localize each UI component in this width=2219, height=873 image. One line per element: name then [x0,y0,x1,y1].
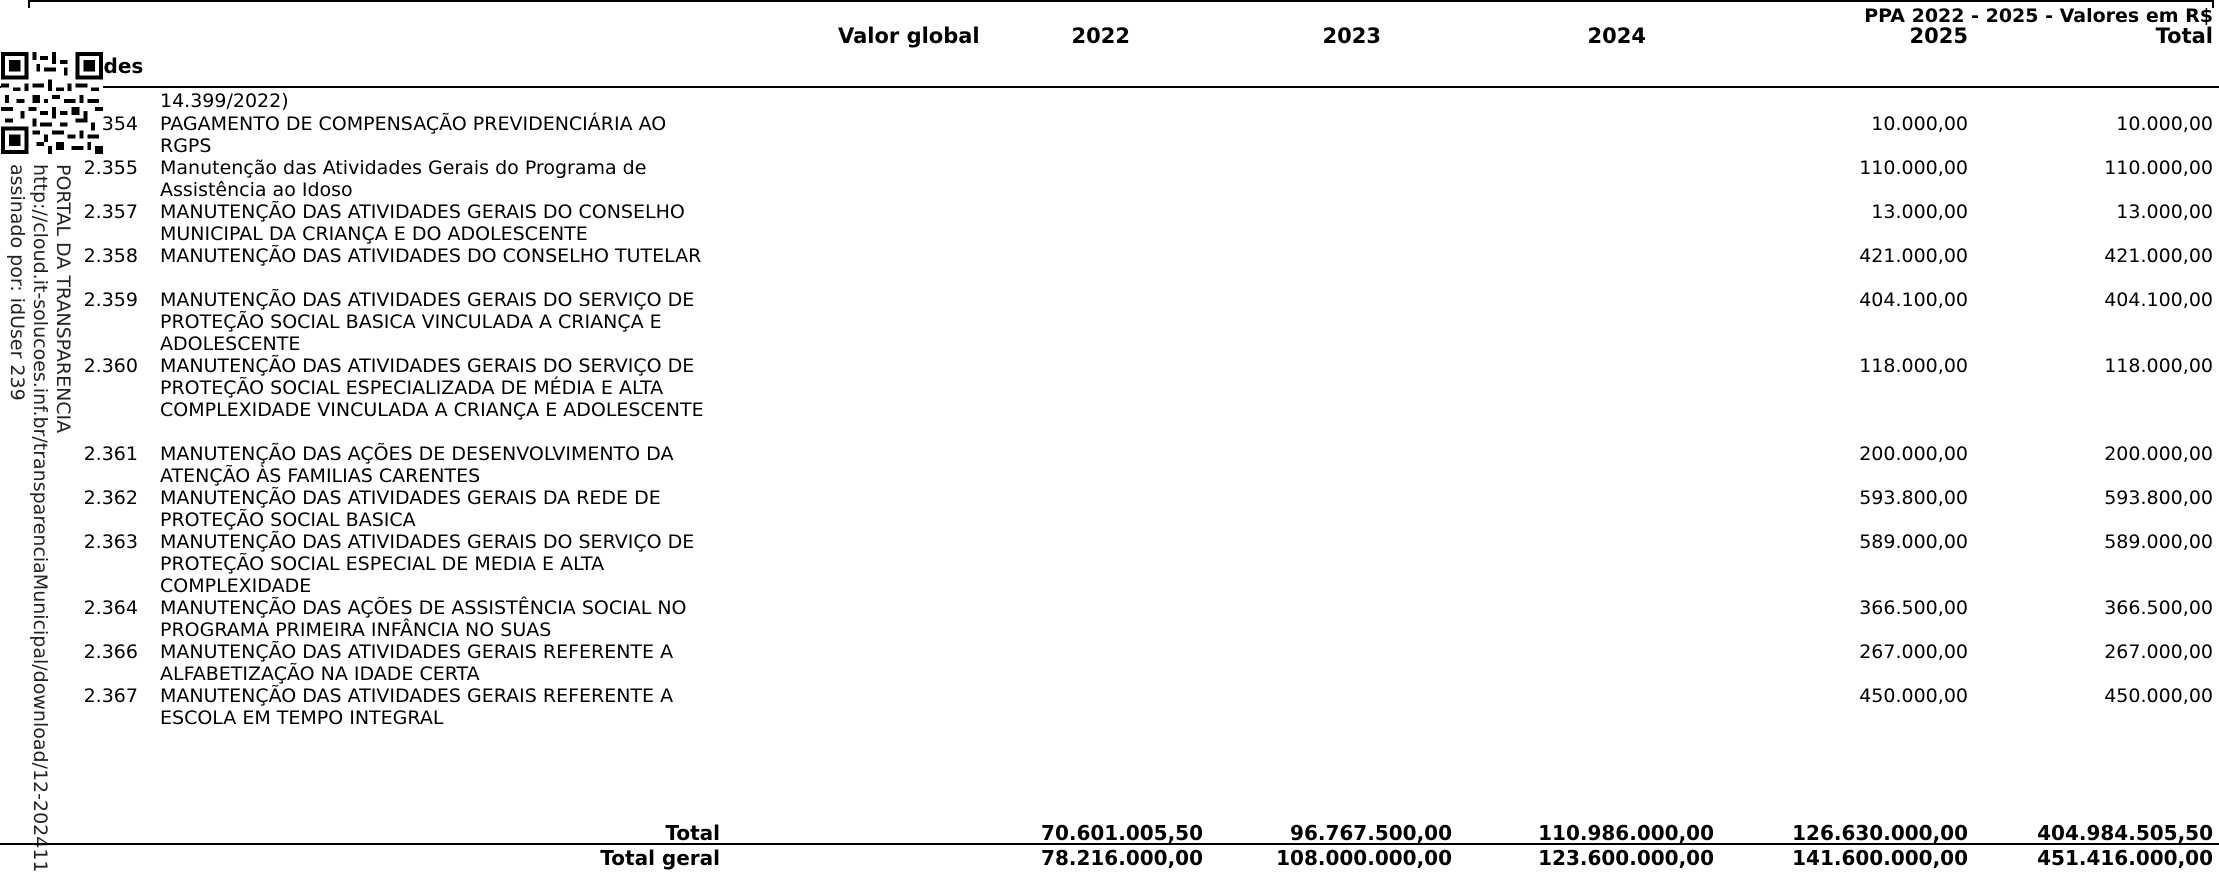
value-total: 110.000,00 [2104,157,2213,179]
action-code: 2.358 [83,245,138,267]
total-2025: 126.630.000,00 [1792,821,1968,845]
total-2023: 96.767.500,00 [1290,821,1452,845]
value-2025: 200.000,00 [1859,443,1968,465]
total-total: 404.984.505,50 [2037,821,2213,845]
stamp-line-portal: PORTAL DA TRANSPARENCIA [52,164,74,434]
total-geral-total: 451.416.000,00 [2037,846,2213,870]
total-label: Total [665,821,720,845]
col-header-2022: 2022 [1071,24,1130,48]
value-2025: 267.000,00 [1859,641,1968,663]
value-total: 404.100,00 [2104,289,2213,311]
top-border [28,0,2214,2]
action-code: 2.360 [83,355,138,377]
action-description: MANUTENÇÃO DAS ATIVIDADES GERAIS DO CONS… [160,201,685,245]
value-2025: 10.000,00 [1871,113,1968,135]
value-2025: 421.000,00 [1859,245,1968,267]
value-total: 267.000,00 [2104,641,2213,663]
action-description: MANUTENÇÃO DAS ATIVIDADES GERAIS DO SERV… [160,289,695,355]
stamp-line-signed-by: assinado por: idUser 239 [6,164,28,401]
value-2025: 589.000,00 [1859,531,1968,553]
total-valor-global: 70.601.005,50 [1041,821,1203,845]
value-total: 13.000,00 [2116,201,2213,223]
right-border-stub [2212,0,2214,8]
action-code: 2.357 [83,201,138,223]
col-header-valor-global: Valor global [838,24,980,48]
action-code: 2.355 [83,157,138,179]
value-total: 200.000,00 [2104,443,2213,465]
value-2025: 13.000,00 [1871,201,1968,223]
value-total: 421.000,00 [2104,245,2213,267]
stamp-line-url: http://cloud.it-solucoes.inf.br/transpar… [29,164,51,873]
action-code: 354 [101,113,138,135]
continuation-text: 14.399/2022) [160,90,289,112]
total-geral-2024: 123.600.000,00 [1538,846,1714,870]
action-code: 2.361 [83,443,138,465]
value-2025: 404.100,00 [1859,289,1968,311]
action-description: MANUTENÇÃO DAS ATIVIDADES GERAIS REFEREN… [160,641,674,685]
total-geral-2025: 141.600.000,00 [1792,846,1968,870]
value-total: 589.000,00 [2104,531,2213,553]
total-geral-label: Total geral [600,846,720,870]
action-description: MANUTENÇÃO DAS ATIVIDADES GERAIS DO SERV… [160,531,695,597]
action-description: PAGAMENTO DE COMPENSAÇÃO PREVIDENCIÁRIA … [160,113,667,157]
qr-code-image [1,52,103,154]
value-2025: 110.000,00 [1859,157,1968,179]
value-2025: 366.500,00 [1859,597,1968,619]
col-header-2023: 2023 [1322,24,1381,48]
transparency-portal-stamp: PORTAL DA TRANSPARENCIA http://cloud.it-… [5,164,74,873]
action-code: 2.363 [83,531,138,553]
value-2025: 450.000,00 [1859,685,1968,707]
header-rule [0,86,2219,88]
action-code: 2.367 [83,685,138,707]
left-border-stub [28,0,30,8]
total-geral-2023: 108.000.000,00 [1276,846,1452,870]
col-header-2025: 2025 [1909,24,1968,48]
value-2025: 593.800,00 [1859,487,1968,509]
action-code: 2.362 [83,487,138,509]
action-code: 2.366 [83,641,138,663]
action-code: 2.364 [83,597,138,619]
value-total: 366.500,00 [2104,597,2213,619]
value-total: 593.800,00 [2104,487,2213,509]
value-2025: 118.000,00 [1859,355,1968,377]
action-description: MANUTENÇÃO DAS ATIVIDADES GERAIS DA REDE… [160,487,661,531]
action-description: Manutenção das Atividades Gerais do Prog… [160,157,647,201]
action-description: MANUTENÇÃO DAS ATIVIDADES GERAIS DO SERV… [160,355,704,421]
action-code: 2.359 [83,289,138,311]
value-total: 118.000,00 [2104,355,2213,377]
value-total: 10.000,00 [2116,113,2213,135]
ppa-title: PPA 2022 - 2025 - Valores em R$ [1864,5,2213,27]
total-geral-valor-global: 78.216.000,00 [1041,846,1203,870]
action-description: MANUTENÇÃO DAS ATIVIDADES DO CONSELHO TU… [160,245,702,267]
action-description: MANUTENÇÃO DAS AÇÕES DE DESENVOLVIMENTO … [160,443,674,487]
value-total: 450.000,00 [2104,685,2213,707]
action-description: MANUTENÇÃO DAS ATIVIDADES GERAIS REFEREN… [160,685,674,729]
col-header-total: Total [2155,24,2213,48]
total-rule [0,843,2219,845]
total-2024: 110.986.000,00 [1538,821,1714,845]
col-header-2024: 2024 [1587,24,1646,48]
action-description: MANUTENÇÃO DAS AÇÕES DE ASSISTÊNCIA SOCI… [160,597,687,641]
